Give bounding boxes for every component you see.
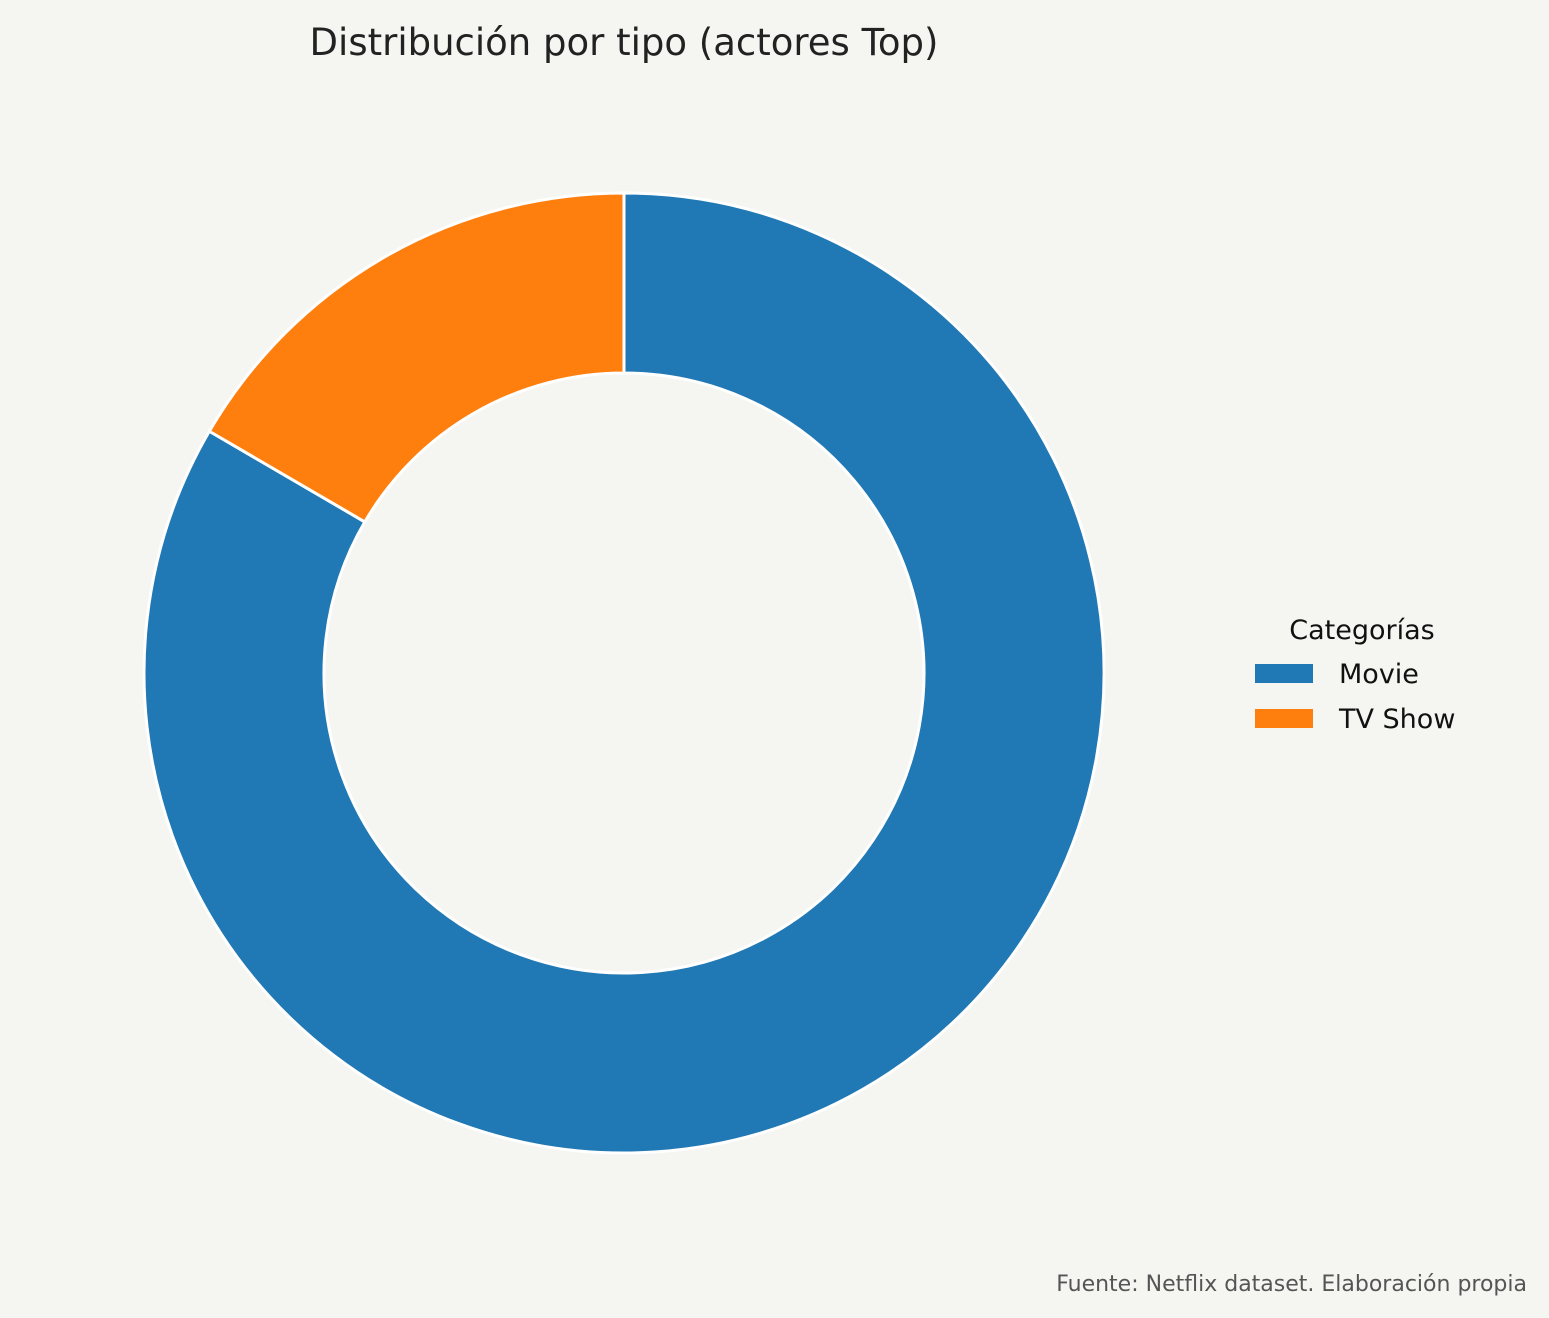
legend-swatch-movie (1255, 664, 1313, 683)
source-note: Fuente: Netflix dataset. Elaboración pro… (1056, 1272, 1527, 1297)
legend-title: Categorías (1289, 615, 1434, 646)
legend-swatch-tv-show (1255, 709, 1313, 728)
slice-movie (142, 191, 1106, 1155)
chart-title: Distribución por tipo (actores Top) (310, 21, 939, 64)
legend-label-movie: Movie (1339, 659, 1419, 690)
slice-tv-show (207, 191, 626, 524)
donut-slices (142, 191, 1106, 1155)
legend-label-tv-show: TV Show (1338, 704, 1455, 735)
